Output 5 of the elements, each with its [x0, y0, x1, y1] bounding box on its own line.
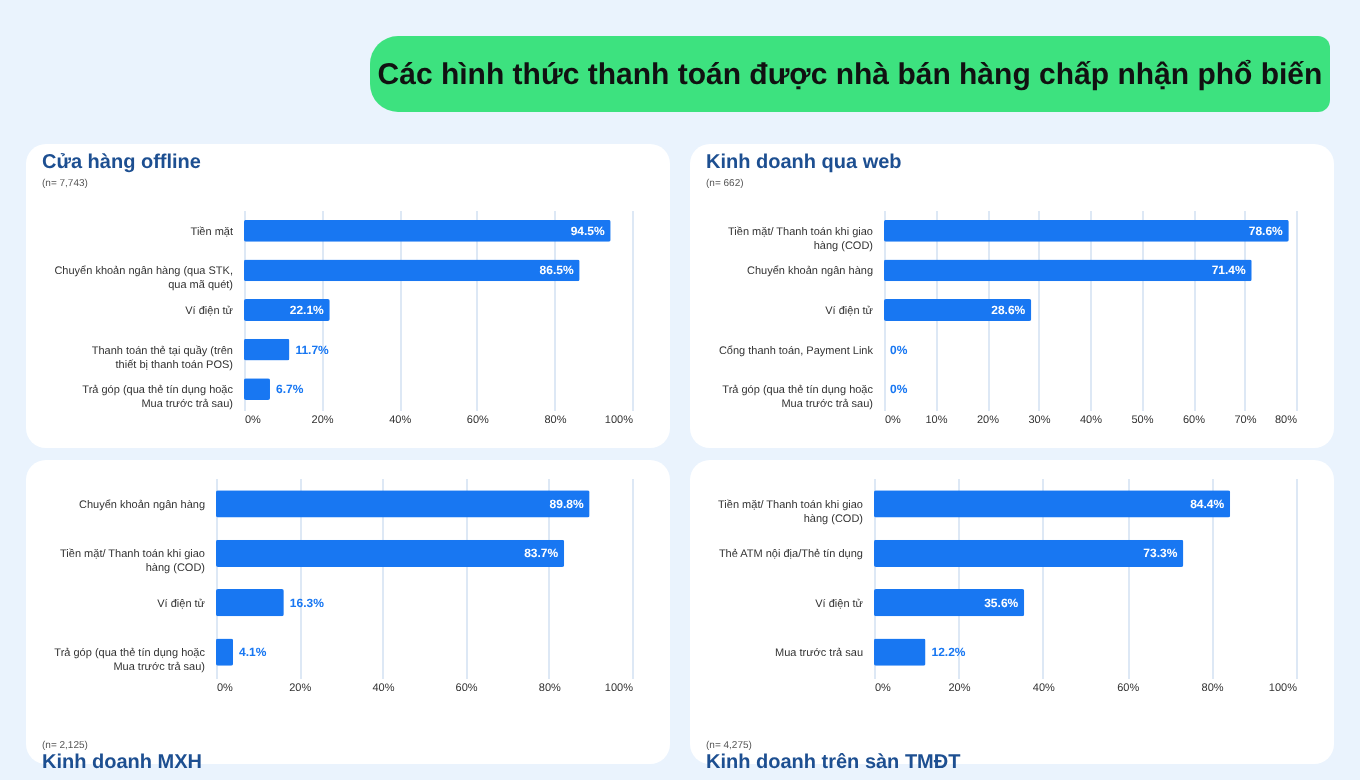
text: Các hình thức thanh toán được nhà bán hàng chấp nhận phổ biến [370, 36, 1330, 112]
chart-title: Kinh doanh qua web [706, 152, 904, 174]
text: Kinh doanh MXH [42, 752, 204, 774]
text: Kinh doanh trên sàn TMĐT [706, 752, 963, 774]
chart-title: Cửa hàng offline [42, 152, 203, 174]
